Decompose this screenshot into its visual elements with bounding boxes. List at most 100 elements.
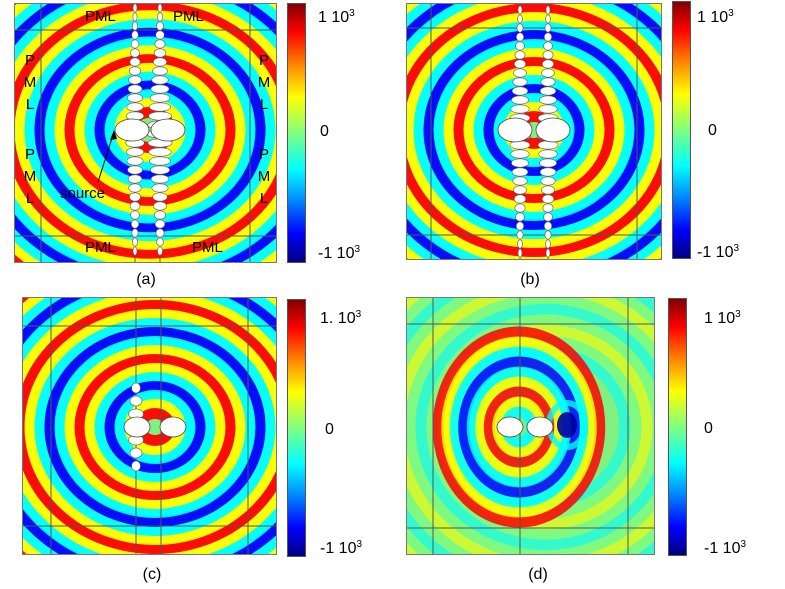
high-field-column [131, 228, 139, 238]
negative-lobe [557, 412, 577, 438]
high-field-column [544, 23, 552, 33]
high-field-column [512, 176, 528, 186]
wave-ring [23, 300, 276, 554]
colorbar-d-max: 1 103 [704, 309, 741, 327]
high-field-column [152, 66, 168, 76]
wave-ring [415, 303, 654, 551]
wave-ring [104, 381, 206, 473]
wave-ring [426, 314, 654, 540]
high-field-column [542, 50, 554, 60]
high-field-column [544, 230, 552, 240]
high-field-column [128, 66, 142, 76]
wave-ring [84, 71, 216, 189]
high-field-column [128, 183, 142, 193]
high-field-column [541, 59, 555, 69]
high-field-column [149, 165, 171, 175]
high-field-column [127, 93, 143, 103]
high-field-column [155, 228, 165, 238]
high-field-column [153, 48, 167, 58]
colorbar-a-min: -1 103 [318, 244, 361, 262]
high-field-column [129, 57, 141, 67]
field-map-b [406, 3, 662, 260]
singular-lobe [526, 416, 554, 438]
wave-ring [407, 4, 661, 257]
high-field-column [517, 239, 523, 249]
high-field-column [510, 149, 530, 159]
wave-ring [44, 327, 266, 527]
caption-b: (b) [520, 271, 540, 288]
high-field-column [539, 95, 557, 105]
wave-ring [423, 30, 645, 230]
high-field-column [516, 230, 524, 240]
wave-ring [432, 326, 606, 528]
caption-d: (d) [528, 566, 548, 583]
high-field-spot [129, 447, 143, 459]
wave-ring [463, 66, 605, 194]
colorbar-a-max: 1 103 [318, 8, 355, 26]
high-field-spot [129, 395, 143, 407]
colorbar-c-zero: 0 [325, 421, 334, 438]
high-field-column [131, 21, 139, 31]
high-field-column [543, 221, 553, 231]
high-field-column [153, 201, 167, 211]
wave-ring [34, 318, 276, 536]
field-map-a [14, 3, 277, 263]
high-field-column [127, 84, 143, 94]
source-label: source [60, 185, 106, 202]
high-field-column [514, 50, 526, 60]
wave-ring [473, 75, 595, 185]
high-field-column [513, 194, 527, 204]
singular-lobe [535, 117, 571, 143]
wave-ring [407, 298, 654, 554]
high-field-column [545, 248, 551, 258]
field-map-c [22, 297, 277, 555]
high-field-column [150, 174, 170, 184]
high-field-column [130, 219, 140, 229]
high-field-column [132, 12, 138, 22]
wave-ring [443, 48, 625, 212]
singular-lobe [497, 117, 533, 143]
colorbar-b-zero: 0 [708, 122, 717, 139]
high-field-column [149, 156, 171, 166]
high-field-column [513, 59, 527, 69]
high-field-column [515, 41, 525, 51]
high-field-column [543, 41, 553, 51]
high-field-column [126, 102, 144, 112]
caption-a: (a) [136, 271, 156, 288]
high-field-column [543, 32, 553, 42]
high-field-column [148, 147, 172, 157]
high-field-column [126, 156, 144, 166]
colorbar-b-max: 1 103 [697, 8, 734, 26]
colorbar-b-min: -1 103 [697, 243, 740, 261]
wave-ring [34, 27, 266, 233]
high-field-column [150, 84, 170, 94]
pml-label-top-right: PML [173, 8, 204, 25]
high-field-column [130, 210, 140, 220]
high-field-column [538, 149, 558, 159]
pml-label-bottom-right: PML [192, 239, 223, 256]
high-field-column [148, 102, 172, 112]
high-field-column [543, 212, 553, 222]
high-field-column [545, 5, 551, 15]
high-field-column [125, 147, 145, 157]
wave-ring [74, 62, 226, 198]
high-field-column [151, 183, 169, 193]
wave-ring [54, 45, 246, 215]
wave-ring [441, 336, 597, 518]
colorbar-d-zero: 0 [704, 420, 713, 437]
pml-label-top-left: PML [85, 8, 116, 25]
high-field-column [516, 23, 524, 33]
high-field-column [515, 221, 525, 231]
wave-ring [94, 80, 206, 180]
colorbar-a-zero: 0 [320, 123, 329, 140]
high-field-column [513, 68, 527, 78]
high-field-column [129, 201, 141, 211]
high-field-column [515, 32, 525, 42]
high-field-column [152, 192, 168, 202]
wave-ring [24, 309, 276, 545]
high-field-column [156, 12, 164, 22]
wave-ring [453, 57, 615, 203]
high-field-column [156, 237, 164, 247]
